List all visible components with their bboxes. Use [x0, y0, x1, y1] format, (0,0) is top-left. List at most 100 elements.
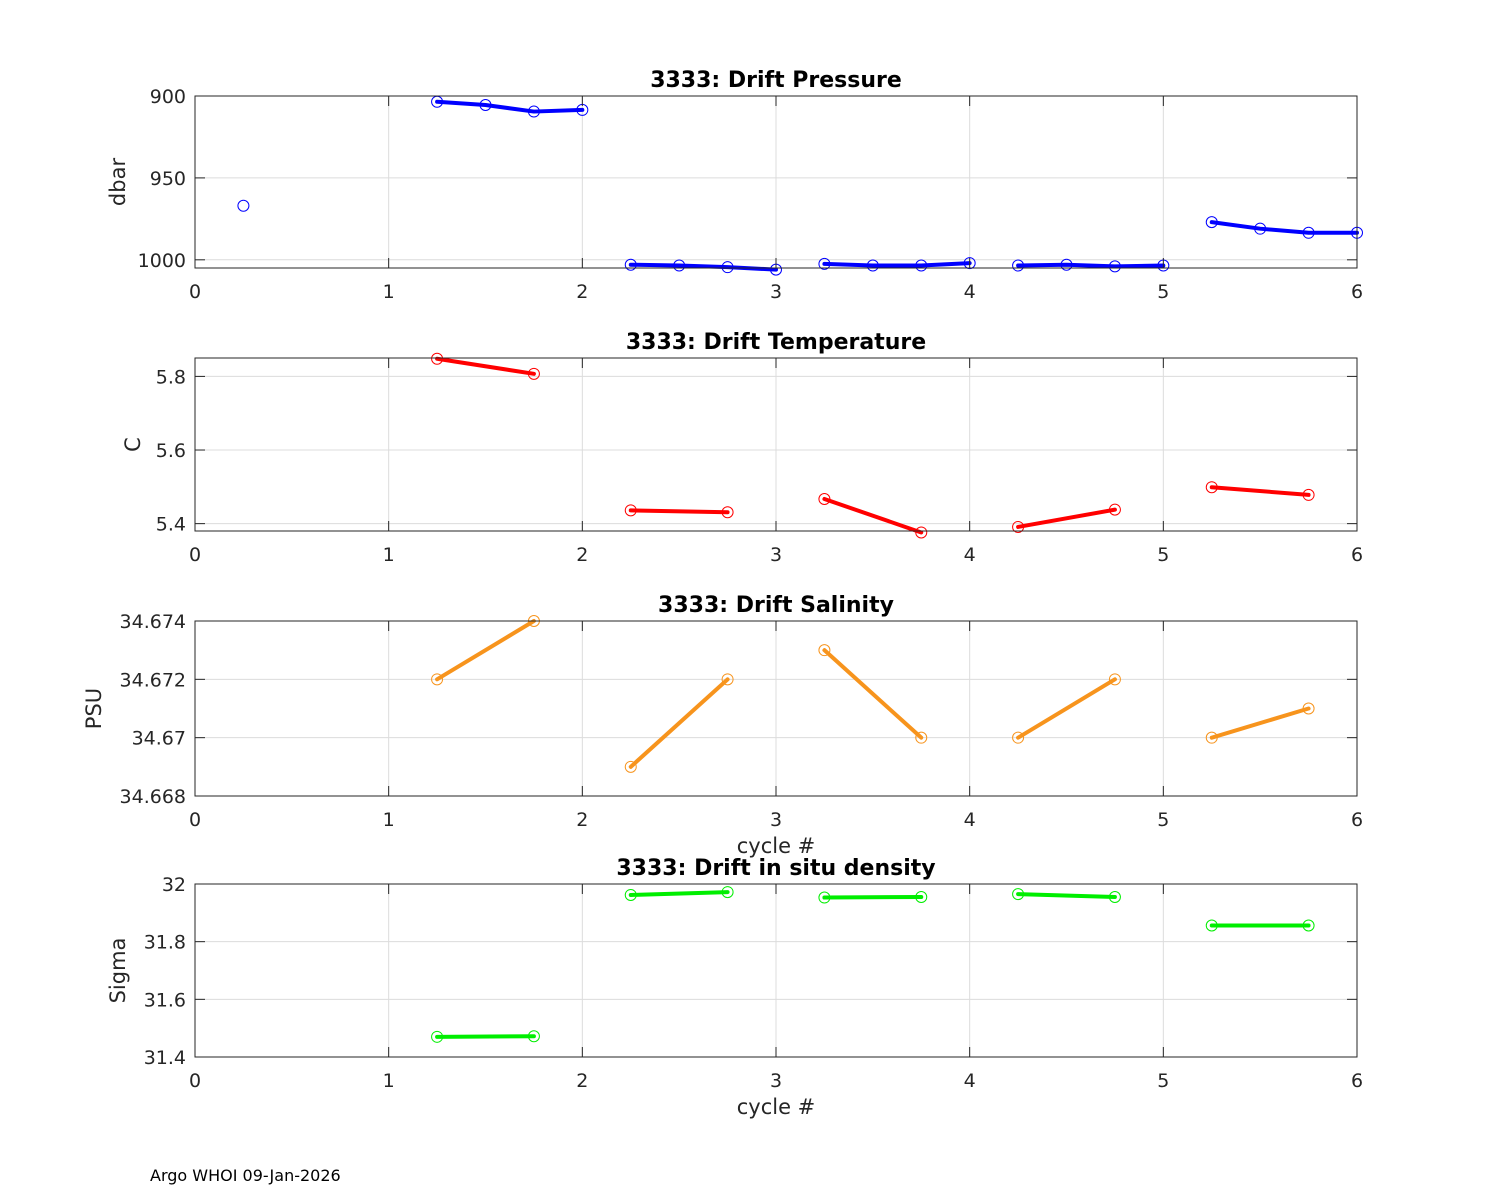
data-point: [527, 105, 540, 118]
data-point: [1012, 888, 1025, 901]
data-point: [1205, 216, 1218, 229]
chart-title: 3333: Drift Temperature: [626, 330, 926, 355]
x-tick-label: 5: [1157, 809, 1169, 831]
data-point: [527, 367, 540, 380]
x-tick-label: 1: [383, 281, 395, 303]
series-line-segment: [628, 508, 730, 515]
series-line-segment: [1209, 485, 1311, 497]
series-line-segment: [628, 890, 730, 897]
data-point: [818, 257, 831, 270]
data-point: [431, 352, 444, 365]
data-point: [527, 1030, 540, 1043]
data-point: [237, 199, 250, 212]
data-point: [479, 99, 492, 112]
data-point: [818, 891, 831, 904]
footer-credit: Argo WHOI 09-Jan-2026: [150, 1166, 341, 1185]
y-tick-label: 34.67: [132, 728, 186, 750]
data-point: [818, 492, 831, 505]
series-line-segment: [822, 894, 924, 900]
data-point: [1205, 481, 1218, 494]
x-tick-label: 5: [1157, 281, 1169, 303]
y-tick-label: 31.6: [144, 989, 186, 1011]
series-line-segment: [822, 648, 924, 740]
data-point: [431, 1030, 444, 1043]
data-point: [624, 760, 637, 773]
x-tick-label: 6: [1351, 809, 1363, 831]
data-point: [1302, 919, 1315, 932]
data-point: [1012, 259, 1025, 272]
data-point: [721, 261, 734, 274]
x-tick-label: 2: [576, 1070, 588, 1092]
data-point: [818, 644, 831, 657]
data-point: [1302, 488, 1315, 501]
y-tick-label: 34.668: [120, 786, 186, 808]
x-tick-label: 2: [576, 281, 588, 303]
data-point: [915, 890, 928, 903]
series-line-segment: [822, 261, 972, 268]
data-point: [1205, 731, 1218, 744]
x-tick-label: 5: [1157, 544, 1169, 566]
chart-title: 3333: Drift Salinity: [658, 593, 894, 618]
data-point: [721, 506, 734, 519]
x-tick-label: 5: [1157, 1070, 1169, 1092]
series-line-segment: [1016, 262, 1166, 269]
data-point: [1012, 731, 1025, 744]
x-tick-label: 3: [770, 1070, 782, 1092]
x-tick-label: 4: [964, 544, 976, 566]
y-tick-label: 34.672: [120, 669, 186, 691]
chart-panel-1: 0 1 2 3 4 5 6 900 950 1000 3333: Drift Pressure dba…: [106, 68, 1363, 303]
x-tick-label: 4: [964, 1070, 976, 1092]
data-point: [431, 673, 444, 686]
y-tick-label: 31.4: [144, 1047, 186, 1069]
data-point: [1108, 260, 1121, 273]
x-tick-label: 6: [1351, 281, 1363, 303]
x-tick-label: 3: [770, 281, 782, 303]
y-tick-label: 5.6: [156, 440, 186, 462]
y-axis-label: Sigma: [106, 938, 130, 1004]
data-point: [1108, 503, 1121, 516]
chart-title: 3333: Drift Pressure: [650, 68, 902, 93]
x-tick-label: 0: [189, 1070, 201, 1092]
series-line-segment: [1016, 507, 1117, 529]
series-3: [431, 615, 1315, 773]
x-axis-label: cycle #: [737, 834, 816, 858]
y-tick-label: 5.8: [156, 366, 186, 388]
data-point: [1205, 919, 1218, 932]
data-point: [1254, 222, 1267, 235]
data-point: [1108, 890, 1121, 903]
series-2: [431, 352, 1315, 539]
x-tick-label: 0: [189, 281, 201, 303]
data-point: [721, 673, 734, 686]
x-tick-label: 0: [189, 809, 201, 831]
data-point: [1012, 520, 1025, 533]
x-tick-label: 0: [189, 544, 201, 566]
x-tick-label: 1: [383, 544, 395, 566]
chart-panel-4: 0 1 2 3 4 5 6 31.4 31.6 31.8 32 3333: Drift in situ…: [106, 856, 1363, 1119]
y-axis-label: dbar: [106, 158, 130, 207]
y-tick-label: 900: [150, 86, 186, 108]
y-tick-label: 1000: [138, 250, 186, 272]
chart-title: 3333: Drift in situ density: [616, 856, 935, 881]
data-point: [721, 886, 734, 899]
series-line-segment: [1016, 677, 1117, 740]
series-line-segment: [435, 1034, 536, 1039]
x-tick-label: 4: [964, 809, 976, 831]
data-point: [1302, 226, 1315, 239]
data-point: [624, 504, 637, 517]
series-line-segment: [628, 677, 730, 769]
y-axis-label: C: [121, 437, 145, 452]
series-4: [431, 886, 1315, 1043]
chart-panel-2: 0 1 2 3 4 5 6 5.4 5.6 5.8 3333: Drift Temperature C: [121, 330, 1363, 566]
data-point: [1302, 702, 1315, 715]
series-line-segment: [1209, 220, 1359, 235]
data-point: [915, 526, 928, 539]
x-tick-label: 3: [770, 809, 782, 831]
x-axis-label: cycle #: [737, 1095, 816, 1119]
y-tick-label: 32: [162, 874, 186, 896]
data-point: [866, 259, 879, 272]
data-point: [1108, 673, 1121, 686]
x-tick-label: 1: [383, 809, 395, 831]
data-point: [673, 259, 686, 272]
series-line-segment: [435, 356, 536, 376]
